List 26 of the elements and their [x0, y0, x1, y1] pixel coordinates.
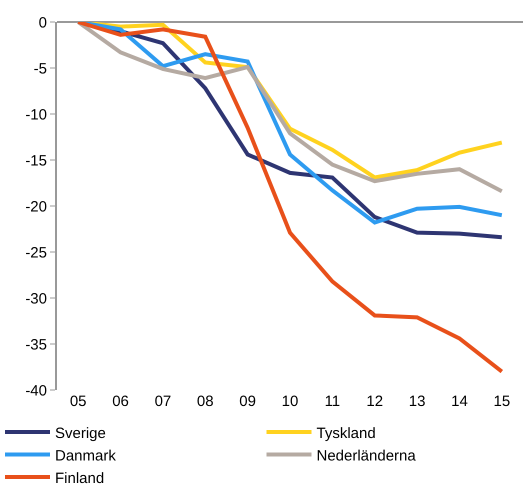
legend-label: Sverige	[55, 424, 106, 442]
y-tick-label: -10	[25, 106, 47, 124]
x-tick-label: 11	[324, 393, 340, 410]
y-tick-label: -15	[25, 152, 47, 170]
x-tick-label: 09	[239, 393, 256, 410]
x-tick-label: 10	[282, 393, 298, 410]
y-tick-label: -35	[25, 336, 47, 354]
x-tick-label: 08	[196, 393, 214, 410]
legend-label: Finland	[55, 470, 104, 487]
x-tick-label: 05	[70, 393, 87, 410]
x-tick-label: 14	[451, 393, 468, 410]
x-tick-label: 06	[112, 393, 129, 410]
legend-label: Tyskland	[316, 424, 376, 442]
x-tick-label: 07	[154, 393, 172, 410]
y-tick-label: -25	[25, 244, 47, 262]
x-tick-label: 12	[366, 393, 384, 410]
legend-label: Nederländerna	[316, 447, 416, 464]
y-tick-label: -30	[25, 290, 47, 308]
y-tick-label: -20	[25, 198, 47, 216]
x-tick-label: 13	[408, 393, 426, 410]
legend-label: Danmark	[55, 447, 116, 464]
y-tick-label: 0	[38, 14, 47, 32]
y-tick-label: -40	[25, 382, 47, 400]
x-tick-label: 15	[493, 393, 510, 410]
line-series	[76, 22, 504, 374]
y-tick-label: -5	[34, 60, 47, 78]
